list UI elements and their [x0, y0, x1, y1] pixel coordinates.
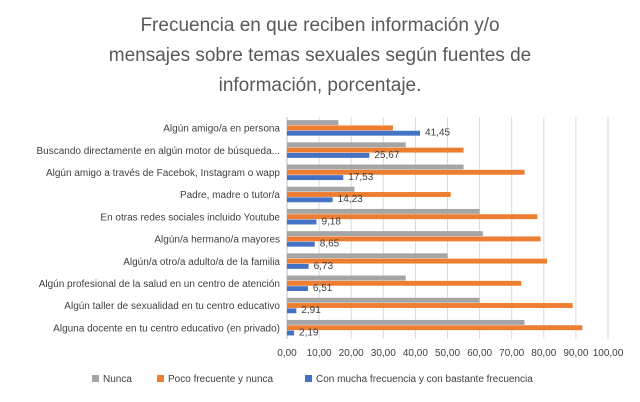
legend: Nunca Poco frecuente y nunca Con mucha fre…	[92, 374, 533, 385]
bar	[287, 253, 448, 259]
data-label: 41,45	[425, 128, 450, 139]
category-label: En otras redes sociales incluido Youtube	[100, 212, 280, 223]
category-label: Algún profesional de la salud en un cent…	[39, 279, 280, 290]
bar	[287, 263, 309, 269]
bar	[287, 142, 406, 148]
bar	[287, 186, 355, 192]
category-label: Algún taller de sexualidad en tu centro …	[64, 301, 280, 312]
x-tick-label: 90,00	[563, 348, 588, 359]
legend-label: Con mucha frecuencia y con bastante frec…	[316, 374, 533, 385]
bar	[287, 236, 541, 242]
data-label: 2,91	[301, 305, 321, 316]
x-tick-label: 70,00	[499, 348, 524, 359]
x-tick-label: 100,00	[593, 348, 624, 359]
bar	[287, 330, 295, 336]
bar	[287, 175, 344, 181]
data-label: 6,51	[313, 283, 333, 294]
bar	[287, 147, 464, 153]
data-label: 6,73	[314, 261, 334, 272]
x-tick-label: 20,00	[339, 348, 364, 359]
category-label: Buscando directamente en algún motor de …	[37, 146, 281, 157]
category-labels: Algún amigo/a en persona Buscando directa…	[37, 124, 281, 335]
bars	[287, 120, 583, 336]
legend-swatch	[157, 375, 164, 382]
bar	[287, 125, 393, 131]
data-label: 17,53	[348, 172, 373, 183]
data-label: 14,23	[338, 194, 363, 205]
data-label: 25,67	[374, 150, 399, 161]
x-tick-label: 30,00	[371, 348, 396, 359]
bar	[287, 197, 333, 203]
bar	[287, 303, 573, 308]
x-tick-label: 0,00	[277, 348, 297, 359]
bar	[287, 219, 317, 225]
legend-swatch	[92, 375, 99, 382]
bar	[287, 130, 421, 136]
bar	[287, 275, 406, 281]
bar	[287, 286, 308, 292]
x-tick-label: 80,00	[531, 348, 556, 359]
data-label: 9,18	[321, 216, 341, 227]
bar	[287, 120, 339, 126]
category-label: Alguna docente en tu centro educativo (e…	[53, 323, 280, 334]
x-tick-label: 10,00	[307, 348, 332, 359]
bar	[287, 297, 480, 303]
x-axis-ticks: 0,00 10,00 20,00 30,00 40,00 50,00 60,00 70,00 8…	[277, 348, 623, 359]
chart-title: Frecuencia en que reciben información y/…	[109, 15, 531, 96]
bar	[287, 208, 480, 214]
legend-label: Nunca	[103, 374, 132, 385]
bar	[287, 152, 370, 158]
title-line-3: información, porcentaje.	[219, 75, 422, 96]
bar	[287, 231, 483, 237]
bar	[287, 280, 522, 286]
bar	[287, 308, 297, 314]
title-line-2: mensajes sobre temas sexuales según fuen…	[109, 45, 531, 66]
category-label: Algún amigo/a en persona	[163, 124, 280, 135]
bar	[287, 241, 315, 247]
bar	[287, 319, 525, 325]
legend-swatch	[305, 375, 312, 382]
bar	[287, 164, 464, 170]
legend-label: Poco frecuente y nunca	[168, 374, 274, 385]
category-label: Algún amigo a través de Facebok, Instagr…	[46, 168, 280, 179]
bar	[287, 325, 583, 331]
category-label: Padre, madre o tutor/a	[180, 190, 280, 201]
category-label: Algún/a hermano/a mayores	[154, 235, 280, 246]
x-tick-label: 40,00	[403, 348, 428, 359]
bar	[287, 214, 538, 220]
bar	[287, 169, 525, 175]
x-tick-label: 50,00	[435, 348, 460, 359]
bar	[287, 258, 548, 264]
x-tick-label: 60,00	[467, 348, 492, 359]
data-label: 2,19	[299, 327, 319, 338]
category-label: Algún/a otro/a adulto/a de la familia	[123, 257, 280, 268]
title-line-1: Frecuencia en que reciben información y/…	[140, 15, 499, 36]
bar	[287, 192, 451, 197]
data-label: 8,65	[320, 239, 340, 250]
